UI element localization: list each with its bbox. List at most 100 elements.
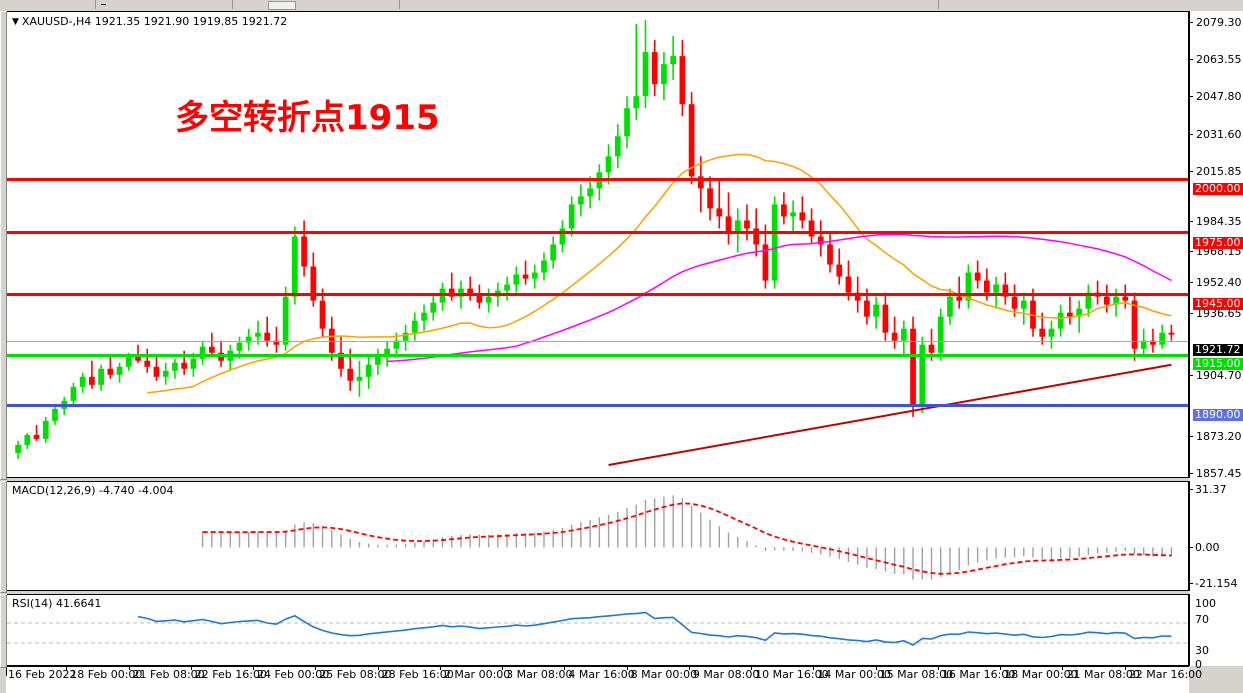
rsi-axis-label: 100	[1195, 597, 1216, 610]
price-axis-tag-1890.00[interactable]: 1890.00	[1193, 408, 1243, 421]
time-axis-tick	[751, 666, 753, 670]
time-axis-tick	[253, 666, 255, 670]
axis-tick	[1189, 375, 1193, 376]
axis-tick	[1189, 547, 1193, 548]
toolbar-strip	[0, 0, 1243, 10]
rsi-pane[interactable]: RSI(14) 41.6641	[6, 594, 1189, 666]
price-axis-label: 2031.60	[1196, 128, 1242, 141]
axis-tick	[1189, 313, 1193, 314]
level-line-1975[interactable]	[7, 231, 1188, 234]
rsi-label: RSI(14) 41.6641	[12, 597, 102, 610]
price-axis-label: 2015.85	[1196, 165, 1242, 178]
price-axis-label: 2063.55	[1196, 53, 1242, 66]
macd-axis-label: -21.154	[1195, 577, 1238, 590]
level-line-1945[interactable]	[7, 293, 1188, 296]
time-axis-label: 28 Feb 16:00	[381, 668, 454, 681]
pane-resize-grip[interactable]	[0, 481, 7, 593]
collapse-triangle-icon[interactable]: ▼	[12, 17, 19, 27]
chart-annotation-text[interactable]: 多空转折点1915	[175, 98, 440, 138]
rsi-axis-label: 30	[1195, 644, 1209, 657]
time-axis-tick	[315, 666, 317, 670]
time-axis-label: 8 Mar 00:00	[630, 668, 698, 681]
time-axis-label: 18 Feb 00:00	[70, 668, 143, 681]
toolbar-field[interactable]	[268, 1, 296, 10]
axis-tick	[1189, 221, 1193, 222]
rsi-plot	[7, 611, 1188, 647]
price-axis[interactable]: 2079.30 2063.55 2047.80 2031.60 2015.85 1984.…	[1189, 11, 1243, 670]
price-axis-label: 1873.20	[1196, 430, 1242, 443]
price-axis-label: 1952.40	[1196, 276, 1242, 289]
price-axis-tag-2000.00[interactable]: 2000.00	[1193, 182, 1243, 195]
price-plot	[15, 20, 1175, 466]
pane-resize-grip[interactable]	[0, 11, 7, 480]
axis-tick	[1189, 22, 1193, 23]
price-axis-label: 1936.65	[1196, 307, 1242, 320]
time-axis-tick	[1124, 666, 1126, 670]
time-axis-label: 25 Feb 08:00	[319, 668, 392, 681]
price-axis-tag-1945.00[interactable]: 1945.00	[1193, 297, 1243, 310]
price-axis-label: 1968.15	[1196, 245, 1242, 258]
axis-tick	[1189, 59, 1193, 60]
symbol-ohlc-label: ▼ XAUUSD-,H4 1921.35 1921.90 1919.85 1921…	[12, 15, 288, 28]
level-line-2000[interactable]	[7, 178, 1188, 181]
axis-tick	[1189, 436, 1193, 437]
toolbar-separator	[232, 0, 233, 9]
time-axis-tick	[502, 666, 504, 670]
axis-spine	[1189, 11, 1190, 478]
time-axis-tick	[1000, 666, 1002, 670]
time-axis-label: 4 Mar 16:00	[568, 668, 635, 681]
time-axis-tick	[377, 666, 379, 670]
axis-tick	[1189, 171, 1193, 172]
last-price-line	[7, 341, 1188, 342]
macd-axis-label: 0.00	[1195, 541, 1220, 554]
price-axis-tag-1915.00[interactable]: 1915.00	[1193, 357, 1243, 370]
price-axis-label: 1904.70	[1196, 369, 1242, 382]
macd-plot	[201, 495, 1173, 580]
toolbar-separator	[399, 0, 400, 9]
time-axis-tick	[66, 666, 68, 670]
axis-tick	[1189, 96, 1193, 97]
time-axis-label: 14 Mar 00:00	[817, 668, 891, 681]
macd-pane[interactable]: MACD(12,26,9) -4.740 -4.004	[6, 481, 1189, 591]
price-axis-label: 1857.45	[1196, 467, 1242, 480]
level-line-1890[interactable]	[7, 404, 1188, 407]
time-axis-tick	[564, 666, 566, 670]
time-axis-label: 15 Mar 08:00	[879, 668, 954, 681]
axis-tick	[1189, 489, 1193, 490]
toolbar-separator	[938, 0, 939, 9]
time-axis-label: 16 Mar 16:00	[941, 668, 1016, 681]
price-axis-tag-1921.72[interactable]: 1921.72	[1193, 343, 1243, 356]
macd-label: MACD(12,26,9) -4.740 -4.004	[12, 484, 174, 497]
time-axis-tick	[190, 666, 192, 670]
time-axis-label: 24 Feb 00:00	[257, 668, 330, 681]
time-axis[interactable]: 16 Feb 2022 18 Feb 00:00 21 Feb 08:00 22 Fe…	[6, 666, 1202, 693]
time-axis-tick	[875, 666, 877, 670]
time-axis-label: 2 Mar 00:00	[443, 668, 511, 681]
time-axis-tick	[813, 666, 815, 670]
toolbar-separator	[95, 0, 96, 9]
price-pane[interactable]: ▼ XAUUSD-,H4 1921.35 1921.90 1919.85 1921…	[6, 11, 1189, 478]
price-axis-label: 2047.80	[1196, 90, 1242, 103]
time-axis-label: 22 Feb 16:00	[194, 668, 267, 681]
time-axis-tick	[626, 666, 628, 670]
time-axis-label: 21 Mar 08:00	[1066, 668, 1140, 681]
time-axis-tick	[439, 666, 441, 670]
time-axis-label: 16 Feb 2022	[8, 668, 77, 681]
price-axis-label: 1984.35	[1196, 215, 1242, 228]
time-axis-tick	[1062, 666, 1064, 670]
time-axis-label: 22 Mar 16:00	[1128, 668, 1203, 681]
time-axis-label: 3 Mar 08:00	[506, 668, 573, 681]
price-axis-tag-1975.00[interactable]: 1975.00	[1193, 236, 1243, 249]
level-line-1915[interactable]	[7, 354, 1188, 357]
price-axis-label: 2079.30	[1196, 16, 1242, 29]
pane-resize-grip[interactable]	[0, 594, 7, 668]
time-axis-label: 10 Mar 16:00	[755, 668, 829, 681]
time-axis-label: 9 Mar 08:00	[692, 668, 760, 681]
rsi-axis-label: 70	[1195, 613, 1209, 626]
axis-tick	[1189, 251, 1193, 252]
axis-tick	[1189, 282, 1193, 283]
time-axis-label: 21 Feb 08:00	[132, 668, 205, 681]
time-axis-tick	[128, 666, 130, 670]
time-axis-tick	[688, 666, 690, 670]
axis-spine-rsi	[1189, 594, 1190, 666]
